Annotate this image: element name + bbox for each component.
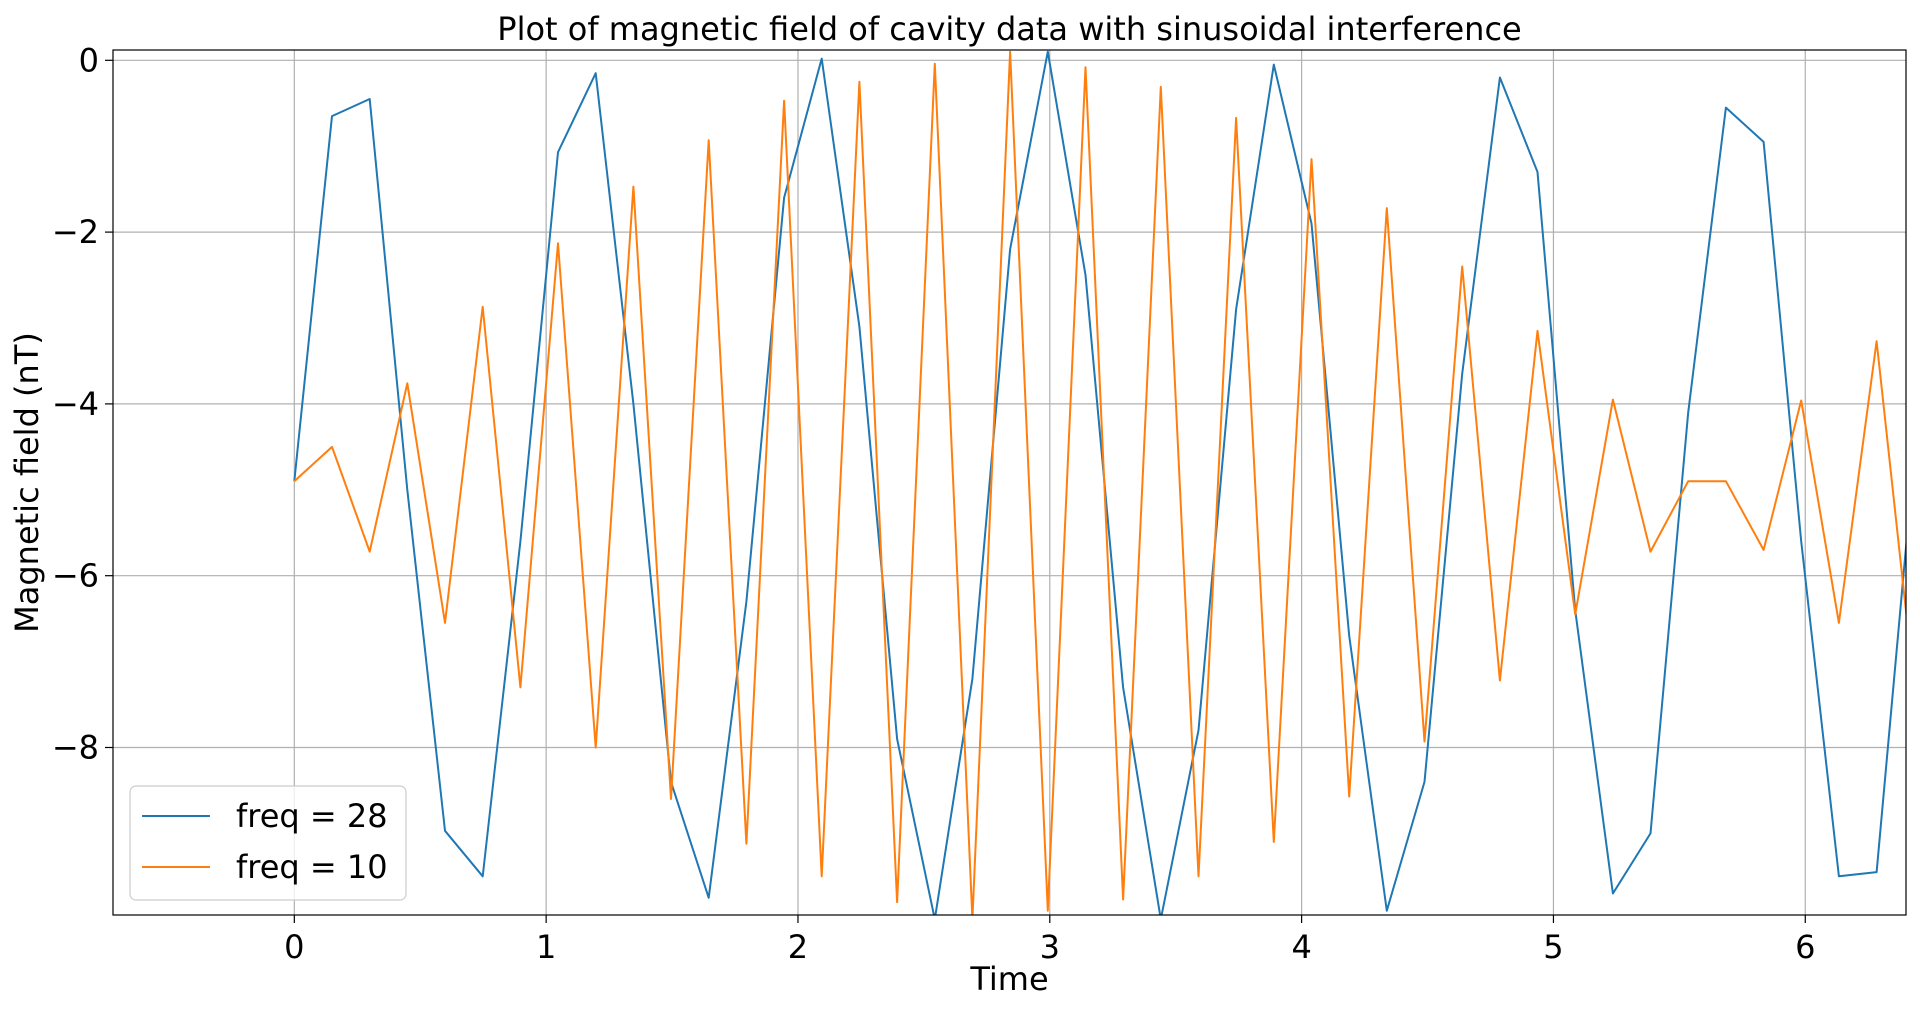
y-tick-label: 0	[79, 41, 99, 79]
legend: freq = 28 freq = 10	[129, 785, 407, 901]
x-axis-label: Time	[969, 960, 1048, 998]
chart-title: Plot of magnetic field of cavity data wi…	[497, 10, 1521, 48]
y-axis-label: Magnetic field (nT)	[8, 332, 46, 633]
y-tick-label: −2	[52, 213, 99, 251]
x-tick-label: 1	[536, 928, 556, 966]
series-line-2	[293, 50, 1906, 915]
y-tick-label: −6	[52, 557, 99, 595]
axis-ticks: 0 1 2 3 4 5 6 0 −2 −4 −6 −8	[52, 41, 1816, 966]
x-tick-label: 6	[1795, 928, 1815, 966]
legend-label: freq = 28	[236, 797, 388, 835]
plot-frame	[112, 49, 1907, 916]
grid	[113, 50, 1906, 915]
x-tick-label: 0	[284, 928, 304, 966]
series-layer	[293, 50, 1906, 915]
legend-label: freq = 10	[236, 848, 388, 886]
x-tick-label: 2	[788, 928, 808, 966]
x-tick-label: 4	[1291, 928, 1311, 966]
y-tick-label: −4	[52, 385, 99, 423]
legend-box	[129, 785, 407, 901]
y-tick-label: −8	[52, 728, 99, 766]
x-tick-label: 3	[1040, 928, 1060, 966]
x-tick-label: 5	[1543, 928, 1563, 966]
